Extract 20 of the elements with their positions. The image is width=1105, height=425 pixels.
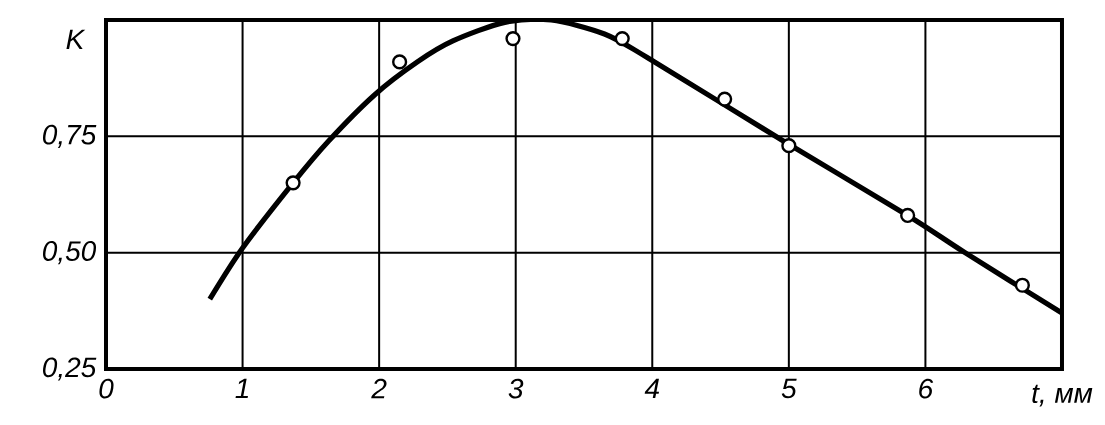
x-tick-label: 0: [99, 378, 114, 399]
point: [392, 54, 408, 70]
y-axis-title: K: [66, 29, 86, 49]
x-tick-label: 6: [919, 378, 934, 399]
x-tick-label: 5: [781, 378, 797, 399]
x-tick-label: 3: [508, 378, 524, 399]
x-tick-label: 2: [371, 378, 387, 399]
point: [900, 207, 916, 224]
x-tick-label: 1: [235, 378, 248, 398]
point: [1014, 277, 1030, 293]
point: [717, 91, 733, 107]
y-tick-label: 0,50: [43, 241, 97, 265]
y-tick-label: 0,75: [43, 124, 97, 148]
point: [505, 31, 521, 47]
x-axis-title: t, мм: [1032, 384, 1093, 407]
point: [614, 31, 630, 47]
point: [285, 175, 301, 191]
point: [781, 138, 797, 154]
y-tick-label: 0,25: [43, 357, 97, 381]
x-tick-label: 4: [644, 378, 660, 398]
